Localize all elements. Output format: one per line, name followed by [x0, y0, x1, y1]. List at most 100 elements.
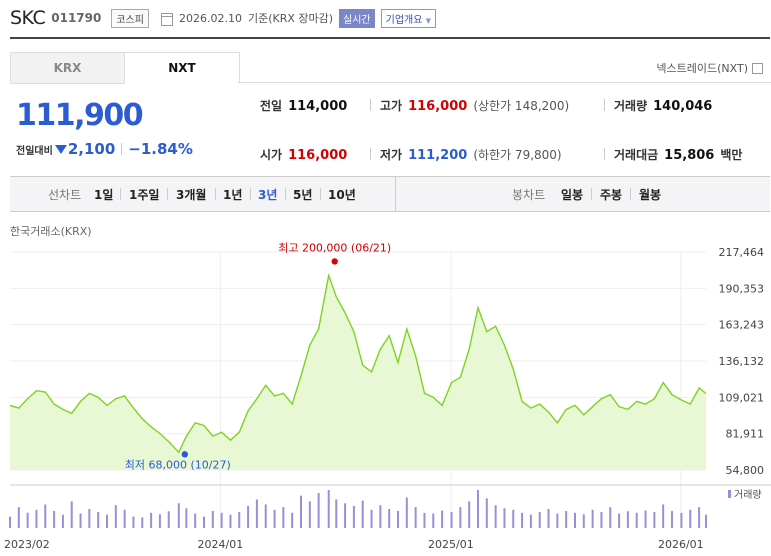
- volume-bar: [247, 505, 250, 528]
- nxt-trade-toggle[interactable]: 넥스트레이드(NXT): [656, 60, 763, 76]
- volume-bar: [476, 490, 479, 528]
- nxt-checkbox[interactable]: [752, 62, 763, 74]
- volume-bar: [370, 509, 373, 528]
- candle-weekly[interactable]: 주봉: [600, 176, 622, 212]
- volume-bar: [79, 513, 82, 528]
- period-sep: [167, 188, 168, 200]
- extreme-markers: 최고 200,000 (06/21) 최저 68,000 (10/27): [125, 241, 391, 471]
- y-tick-label: 136,132: [719, 355, 765, 368]
- y-tick-label: 217,464: [719, 246, 765, 259]
- period-bar: [10, 176, 770, 212]
- volume-bar: [644, 510, 647, 528]
- volume-bar: [308, 501, 311, 528]
- volume-bar: [388, 509, 391, 528]
- volume-bar: [680, 512, 683, 528]
- y-tick-label: 109,021: [719, 391, 765, 404]
- y-tick-label: 190,353: [719, 282, 765, 295]
- quote-open: 시가 116,000: [260, 146, 347, 163]
- volume-bar: [123, 509, 126, 528]
- volume-bar: [635, 512, 638, 528]
- corp-info-button[interactable]: 기업개요 ▼: [380, 8, 437, 28]
- volume-bar: [609, 507, 612, 528]
- period-10y-label: 10년: [328, 187, 356, 202]
- volume-bar: [291, 512, 294, 528]
- volume-bar: [582, 514, 585, 528]
- volume-bar: [35, 509, 38, 528]
- volume-bar: [405, 497, 408, 528]
- period-sep: [285, 188, 286, 200]
- volume-bar: [61, 514, 64, 528]
- y-tick-label: 163,243: [719, 319, 765, 332]
- realtime-button[interactable]: 실시간: [339, 8, 375, 28]
- tab-underline: [238, 82, 771, 83]
- volume-bar: [141, 517, 144, 528]
- candle-monthly-label: 월봉: [639, 187, 662, 202]
- change-label: 전일대비: [16, 145, 53, 157]
- period-sep: [215, 188, 216, 200]
- calendar-icon: [160, 12, 173, 26]
- period-1d[interactable]: 1일: [94, 176, 113, 212]
- volume-bar: [441, 510, 444, 528]
- candle-chart-label-text: 봉차트: [512, 187, 546, 202]
- line-chart-label-text: 선차트: [48, 187, 82, 202]
- period-bar-divider: [395, 176, 396, 212]
- period-sep: [320, 188, 321, 200]
- volume-bar: [299, 495, 302, 528]
- volume-bar: [689, 509, 692, 528]
- period-10y[interactable]: 10년: [328, 176, 356, 212]
- volume-bar: [626, 511, 629, 528]
- period-sep: [630, 188, 631, 200]
- change-value: 2,100: [67, 140, 116, 158]
- volume-value: 140,046: [653, 99, 713, 114]
- volume-bar: [70, 501, 73, 528]
- volume-bar: [361, 500, 364, 528]
- current-price: 111,900: [16, 98, 144, 133]
- volume-bar: [185, 508, 188, 528]
- period-1y[interactable]: 1년: [223, 176, 242, 212]
- volume-bar: [670, 510, 673, 528]
- period-3y[interactable]: 3년: [258, 176, 277, 212]
- volume-bar: [97, 512, 100, 528]
- high-label: 고가: [380, 99, 403, 113]
- volume-bar: [432, 513, 435, 528]
- high-value: 116,000: [408, 99, 468, 114]
- period-1w-label: 1주일: [129, 187, 160, 202]
- low-value: 111,200: [408, 148, 468, 163]
- candle-monthly[interactable]: 월봉: [639, 176, 661, 212]
- volume-bar: [529, 514, 532, 528]
- volume-bar: [414, 507, 417, 528]
- period-1d-label: 1일: [94, 187, 114, 202]
- corp-info-label: 기업개요: [385, 14, 423, 26]
- volume-label: 거래량: [614, 99, 648, 113]
- period-1y-label: 1년: [223, 187, 243, 202]
- tab-krx[interactable]: KRX: [10, 52, 125, 84]
- period-3m[interactable]: 3개월: [176, 176, 206, 212]
- upper-limit: (상한가 148,200): [473, 99, 570, 113]
- line-chart-label: 선차트: [48, 176, 81, 212]
- price-change: 전일대비 2,100 −1.84%: [16, 140, 193, 158]
- volume-bar: [53, 510, 56, 528]
- volume-bar: [282, 507, 285, 528]
- tab-nxt[interactable]: NXT: [124, 52, 240, 83]
- volume-bar: [600, 512, 603, 528]
- volume-bar: [591, 509, 594, 528]
- volume-legend: 거래량: [728, 489, 762, 501]
- volume-bar: [450, 512, 453, 528]
- period-5y-label: 5년: [293, 187, 313, 202]
- period-1w[interactable]: 1주일: [129, 176, 159, 212]
- amount-value: 15,806: [664, 148, 715, 163]
- volume-bar: [17, 507, 20, 528]
- market-badge: 코스피: [111, 8, 149, 28]
- volume-bar: [220, 512, 223, 528]
- period-5y[interactable]: 5년: [293, 176, 312, 212]
- x-tick-label: 2025/01: [428, 538, 474, 551]
- volume-bar: [494, 505, 497, 528]
- volume-bar: [565, 510, 568, 528]
- lower-limit: (하한가 79,800): [473, 148, 562, 162]
- change-percent: −1.84%: [128, 140, 193, 158]
- volume-bar: [521, 512, 524, 528]
- candle-daily[interactable]: 일봉: [561, 176, 583, 212]
- volume-bar: [538, 512, 541, 528]
- volume-bar: [158, 514, 161, 528]
